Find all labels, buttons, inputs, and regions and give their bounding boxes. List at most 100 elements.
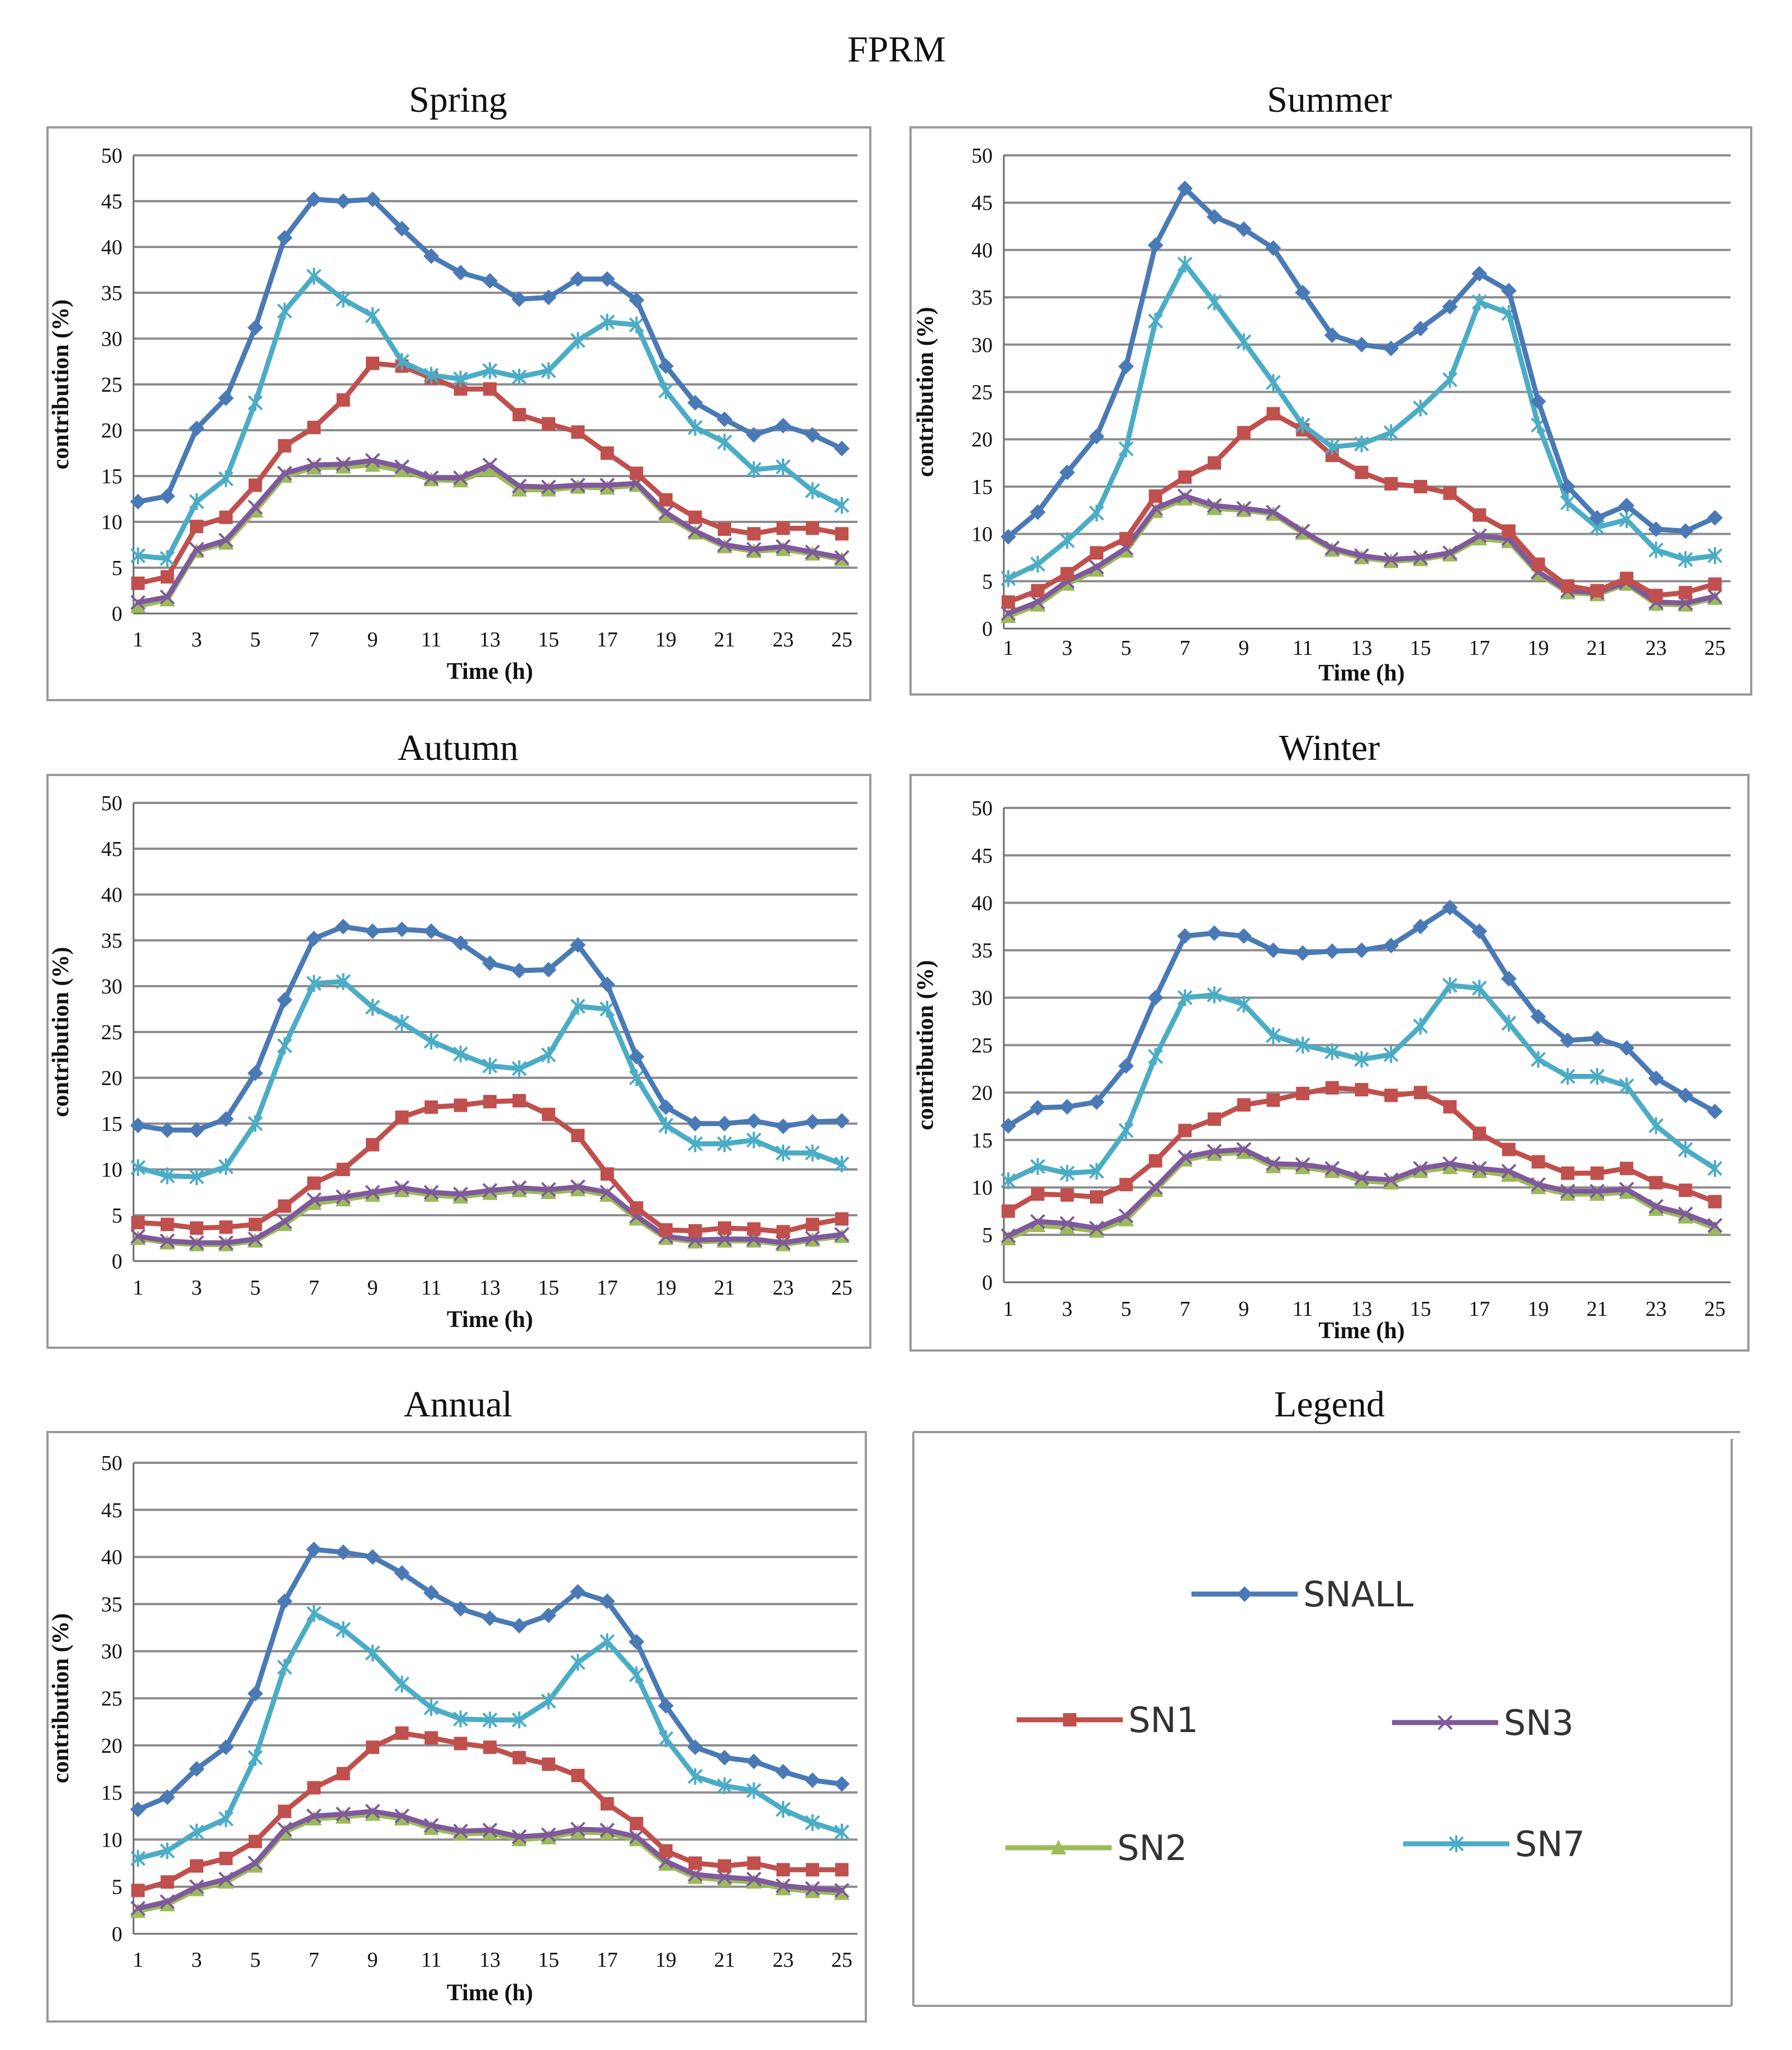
data-point-sn3 (717, 537, 732, 553)
data-point-sn1 (219, 510, 233, 524)
x-tick-label: 15 (538, 628, 559, 651)
x-tick-label: 19 (655, 1948, 676, 1972)
data-point-sn3 (599, 477, 615, 493)
data-point-sn7 (1560, 494, 1575, 511)
x-tick-label: 9 (1238, 1297, 1249, 1321)
legend-label: SNALL (1303, 1574, 1414, 1615)
data-point-sn3 (541, 479, 556, 495)
data-point-snall (1089, 429, 1105, 445)
x-axis-label: Time (h) (447, 659, 533, 684)
legend-label: SN7 (1515, 1824, 1585, 1864)
x-tick-label: 11 (1293, 636, 1313, 660)
data-point-sn7 (365, 998, 380, 1016)
data-point-sn1 (747, 527, 761, 541)
series-sn7-winter (1000, 977, 1723, 1190)
data-point-sn7 (365, 1644, 380, 1662)
data-point-sn3 (423, 470, 439, 486)
y-axis-label: contribution (%) (48, 947, 74, 1117)
y-tick-label: 35 (971, 286, 993, 310)
data-point-snall (804, 1772, 821, 1789)
data-point-sn3 (658, 505, 674, 521)
data-point-sn7 (1619, 511, 1634, 529)
data-point-sn7 (160, 550, 175, 567)
data-point-sn7 (658, 1730, 674, 1747)
data-point-sn1 (1679, 586, 1693, 600)
x-axis-label: Time (h) (1318, 660, 1404, 686)
data-point-snall (658, 1697, 674, 1714)
data-point-snall (1265, 942, 1281, 958)
data-point-sn7 (247, 1749, 263, 1766)
x-tick-label: 7 (309, 1948, 320, 1972)
y-tick-label: 5 (112, 1876, 122, 1899)
x-tick-label: 15 (1410, 636, 1431, 660)
x-tick-label: 25 (831, 1948, 852, 1972)
data-point-snall (1412, 919, 1428, 935)
data-point-snall (1030, 504, 1046, 520)
data-point-snall (1295, 945, 1311, 961)
x-tick-label: 9 (368, 1948, 378, 1972)
data-point-sn3 (1324, 540, 1340, 556)
data-point-snall (159, 488, 175, 505)
data-point-snall (159, 1789, 175, 1805)
x-tick-label: 5 (250, 1948, 261, 1972)
data-point-sn2 (1118, 1211, 1134, 1226)
legend-marker-snall (1237, 1586, 1252, 1602)
data-point-sn7 (599, 1633, 615, 1651)
data-point-sn3 (1648, 1198, 1664, 1214)
data-point-sn1 (512, 1751, 526, 1764)
data-point-snall (570, 271, 586, 287)
data-point-snall (1000, 529, 1016, 545)
data-point-sn7 (1589, 1068, 1605, 1085)
data-point-sn7 (1148, 1048, 1163, 1065)
data-point-snall (1177, 180, 1193, 197)
data-point-sn1 (454, 1737, 468, 1751)
data-point-sn7 (306, 1605, 322, 1622)
x-tick-label: 17 (597, 1276, 618, 1300)
data-point-sn7 (453, 1045, 468, 1063)
data-point-sn1 (278, 1199, 292, 1213)
legend-title: Legend (1274, 1384, 1385, 1425)
data-point-sn2 (130, 598, 146, 613)
data-point-snall (1530, 393, 1546, 410)
y-tick-label: 0 (112, 1923, 122, 1946)
data-point-snall (1147, 990, 1164, 1006)
data-point-sn7 (512, 1711, 527, 1729)
data-point-sn1 (1413, 479, 1427, 493)
data-point-sn3 (1030, 594, 1046, 610)
data-point-sn1 (600, 1797, 614, 1811)
data-point-sn7 (1295, 416, 1310, 434)
data-point-sn3 (688, 523, 703, 539)
data-point-sn1 (1649, 1176, 1663, 1190)
data-point-sn7 (1265, 1027, 1281, 1044)
data-point-sn7 (482, 1711, 498, 1729)
legend-item-sn1: SN1 (1017, 1700, 1198, 1740)
data-point-snall (482, 955, 498, 971)
x-tick-label: 7 (309, 1276, 320, 1300)
data-point-sn7 (541, 1692, 556, 1710)
data-point-snall (775, 1118, 791, 1134)
series-sn3-autumn (130, 1179, 850, 1250)
y-tick-label: 50 (971, 797, 993, 820)
data-point-snall (1295, 284, 1311, 301)
data-point-sn7 (541, 1047, 556, 1063)
data-point-sn1 (366, 356, 379, 370)
data-point-sn7 (717, 1777, 732, 1795)
data-point-sn3 (482, 1183, 498, 1198)
data-point-snall (452, 264, 469, 280)
data-point-snall (130, 1117, 146, 1134)
data-point-sn3 (1383, 1172, 1399, 1188)
y-tick-label: 40 (101, 1546, 122, 1569)
data-point-snall (628, 292, 645, 308)
data-point-sn7 (1236, 996, 1252, 1013)
data-point-sn3 (1589, 1183, 1605, 1199)
x-axis-label: Time (h) (447, 1307, 533, 1333)
y-axis-label: contribution (%) (48, 1613, 74, 1783)
data-point-snall (1059, 464, 1075, 481)
data-point-sn1 (336, 393, 350, 407)
legend-label: SN1 (1128, 1700, 1198, 1740)
data-point-sn3 (189, 1235, 204, 1250)
data-point-sn7 (1471, 979, 1487, 997)
data-point-sn3 (805, 1230, 820, 1246)
data-point-sn1 (659, 1844, 673, 1858)
